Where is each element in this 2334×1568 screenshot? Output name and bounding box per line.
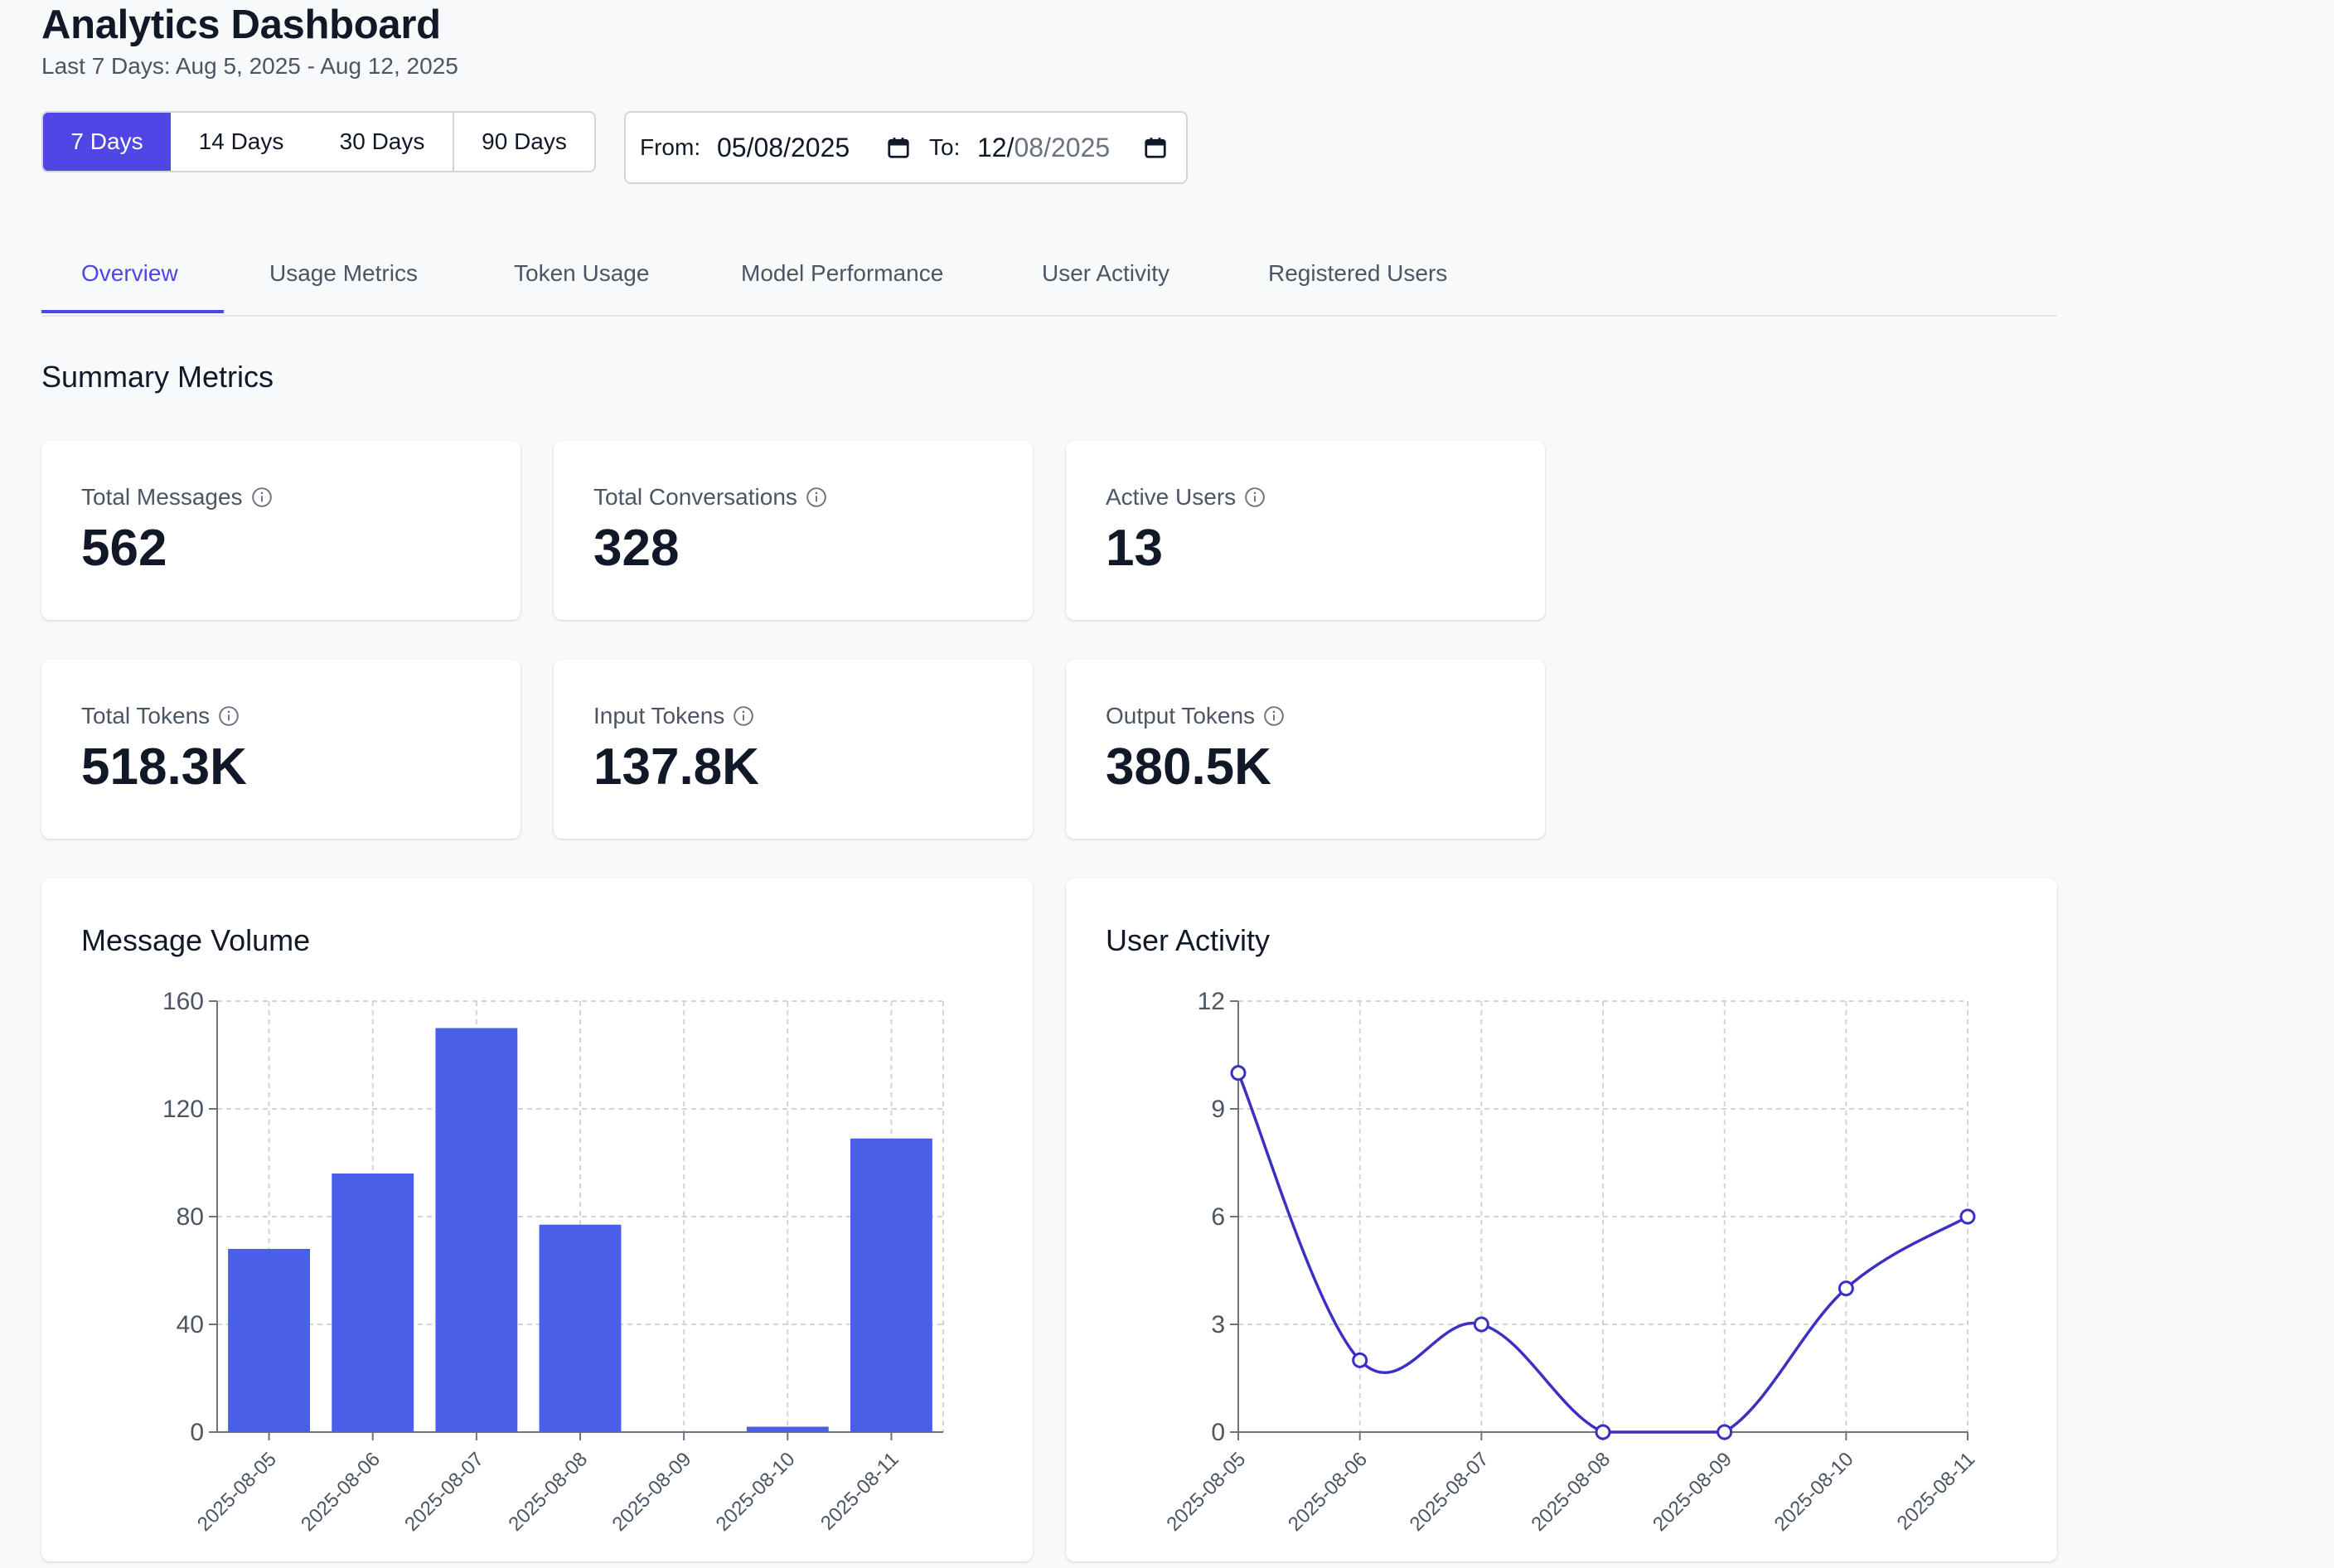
tab-registered-users[interactable]: Registered Users <box>1268 260 1448 286</box>
y-tick-label: 12 <box>1198 988 1225 1015</box>
metric-value: 137.8K <box>593 738 759 796</box>
point-2025-08-06[interactable] <box>1352 1352 1368 1368</box>
tab-usage-metrics[interactable]: Usage Metrics <box>269 260 418 286</box>
to-label: To: <box>929 134 961 160</box>
metric-label: Total Tokens <box>81 703 211 728</box>
bar-2025-08-10[interactable] <box>746 1426 829 1433</box>
x-tick-label: 2025-08-11 <box>816 1448 903 1535</box>
metric-card-total-tokens: Total Tokens 518.3K <box>41 660 521 839</box>
point-2025-08-09[interactable] <box>1717 1424 1733 1440</box>
from-label: From: <box>640 134 701 160</box>
x-tick-label: 2025-08-08 <box>1527 1448 1615 1536</box>
chart-title: User Activity <box>1106 923 1271 957</box>
point-2025-08-05[interactable] <box>1230 1065 1247 1082</box>
metric-value: 328 <box>593 520 680 577</box>
custom-date-range: From: 05/08/2025 To: 12/08/2025 <box>624 111 1188 184</box>
tab-overview[interactable]: Overview <box>81 260 178 286</box>
x-tick-label: 2025-08-10 <box>712 1448 800 1536</box>
x-tick-label: 2025-08-06 <box>297 1448 385 1536</box>
metric-card-active-users: Active Users 13 <box>1066 441 1545 620</box>
info-icon[interactable] <box>806 486 827 508</box>
metric-card-input-tokens: Input Tokens 137.8K <box>554 660 1033 839</box>
y-tick-label: 6 <box>1211 1203 1225 1231</box>
page-title: Analytics Dashboard <box>41 2 441 47</box>
x-tick-label: 2025-08-07 <box>400 1448 488 1536</box>
date-range-toggle-group: 7 Days 14 Days 30 Days 90 Days <box>41 111 596 172</box>
y-tick-label: 0 <box>1211 1419 1225 1446</box>
active-tab-indicator <box>41 310 224 313</box>
metric-label: Output Tokens <box>1106 703 1256 728</box>
range-7-days-button[interactable]: 7 Days <box>43 113 171 171</box>
summary-metrics-title: Summary Metrics <box>41 360 274 394</box>
bar-2025-08-06[interactable] <box>332 1174 414 1432</box>
point-2025-08-08[interactable] <box>1595 1424 1611 1440</box>
x-tick-label: 2025-08-05 <box>193 1448 281 1536</box>
message-volume-card: Message Volume 0 40 80 120 160 2025-08-05 2025… <box>41 878 1033 1561</box>
y-tick-label: 120 <box>162 1096 204 1123</box>
to-calendar-icon[interactable] <box>1143 134 1168 161</box>
info-icon[interactable] <box>733 705 754 727</box>
info-icon[interactable] <box>218 705 240 727</box>
x-tick-label: 2025-08-05 <box>1162 1448 1250 1536</box>
bar-2025-08-11[interactable] <box>850 1138 932 1432</box>
x-tick-label: 2025-08-07 <box>1406 1448 1494 1536</box>
metric-value: 562 <box>81 520 167 577</box>
y-tick-label: 40 <box>177 1311 204 1338</box>
metric-label: Total Conversations <box>593 484 797 510</box>
x-tick-label: 2025-08-09 <box>608 1448 695 1536</box>
point-2025-08-10[interactable] <box>1838 1280 1854 1297</box>
info-icon[interactable] <box>1263 705 1285 727</box>
tab-token-usage[interactable]: Token Usage <box>514 260 650 286</box>
y-tick-label: 0 <box>190 1419 204 1446</box>
point-2025-08-07[interactable] <box>1473 1316 1489 1333</box>
metric-value: 13 <box>1106 520 1163 577</box>
metric-card-total-messages: Total Messages 562 <box>41 441 521 620</box>
point-2025-08-11[interactable] <box>1959 1208 1976 1225</box>
x-tick-label: 2025-08-10 <box>1770 1448 1858 1536</box>
x-tick-label: 2025-08-08 <box>504 1448 592 1536</box>
tab-bar: Overview Usage Metrics Token Usage Model… <box>41 240 2057 317</box>
bar-2025-08-05[interactable] <box>228 1249 311 1432</box>
chart-title: Message Volume <box>81 923 311 957</box>
range-30-days-button[interactable]: 30 Days <box>339 128 425 154</box>
metric-card-total-conversations: Total Conversations 328 <box>554 441 1033 620</box>
to-date-input[interactable]: 12/08/2025 <box>977 132 1111 162</box>
from-date-input[interactable]: 05/08/2025 <box>717 132 850 162</box>
bar-2025-08-08[interactable] <box>539 1224 622 1432</box>
metric-card-output-tokens: Output Tokens 380.5K <box>1066 660 1545 839</box>
tab-model-performance[interactable]: Model Performance <box>741 260 944 286</box>
x-tick-label: 2025-08-09 <box>1649 1448 1736 1536</box>
y-tick-label: 3 <box>1211 1311 1225 1338</box>
metric-label: Active Users <box>1106 484 1237 510</box>
bar-2025-08-07[interactable] <box>435 1028 518 1433</box>
y-tick-label: 80 <box>177 1203 204 1231</box>
range-90-days-button[interactable]: 90 Days <box>453 113 594 171</box>
info-icon[interactable] <box>251 486 273 508</box>
y-tick-label: 9 <box>1211 1096 1225 1123</box>
x-tick-label: 2025-08-11 <box>1893 1448 1980 1535</box>
y-tick-label: 160 <box>162 988 204 1015</box>
user-activity-card: User Activity 0 3 6 9 12 2025-08-05 2025-08-06… <box>1066 878 2057 1561</box>
x-tick-label: 2025-08-06 <box>1284 1448 1372 1536</box>
tab-user-activity[interactable]: User Activity <box>1042 260 1170 286</box>
metric-value: 518.3K <box>81 738 247 796</box>
metric-value: 380.5K <box>1106 738 1271 796</box>
info-icon[interactable] <box>1244 486 1266 508</box>
metric-label: Total Messages <box>81 484 243 510</box>
user-activity-chart: 0 3 6 9 12 2025-08-05 2025-08-06 2025-08-07 2025… <box>1162 988 1980 1536</box>
from-calendar-icon[interactable] <box>886 134 911 161</box>
range-14-days-button[interactable]: 14 Days <box>198 128 284 154</box>
metric-label: Input Tokens <box>593 703 725 728</box>
page-subtitle: Last 7 Days: Aug 5, 2025 - Aug 12, 2025 <box>41 53 458 79</box>
